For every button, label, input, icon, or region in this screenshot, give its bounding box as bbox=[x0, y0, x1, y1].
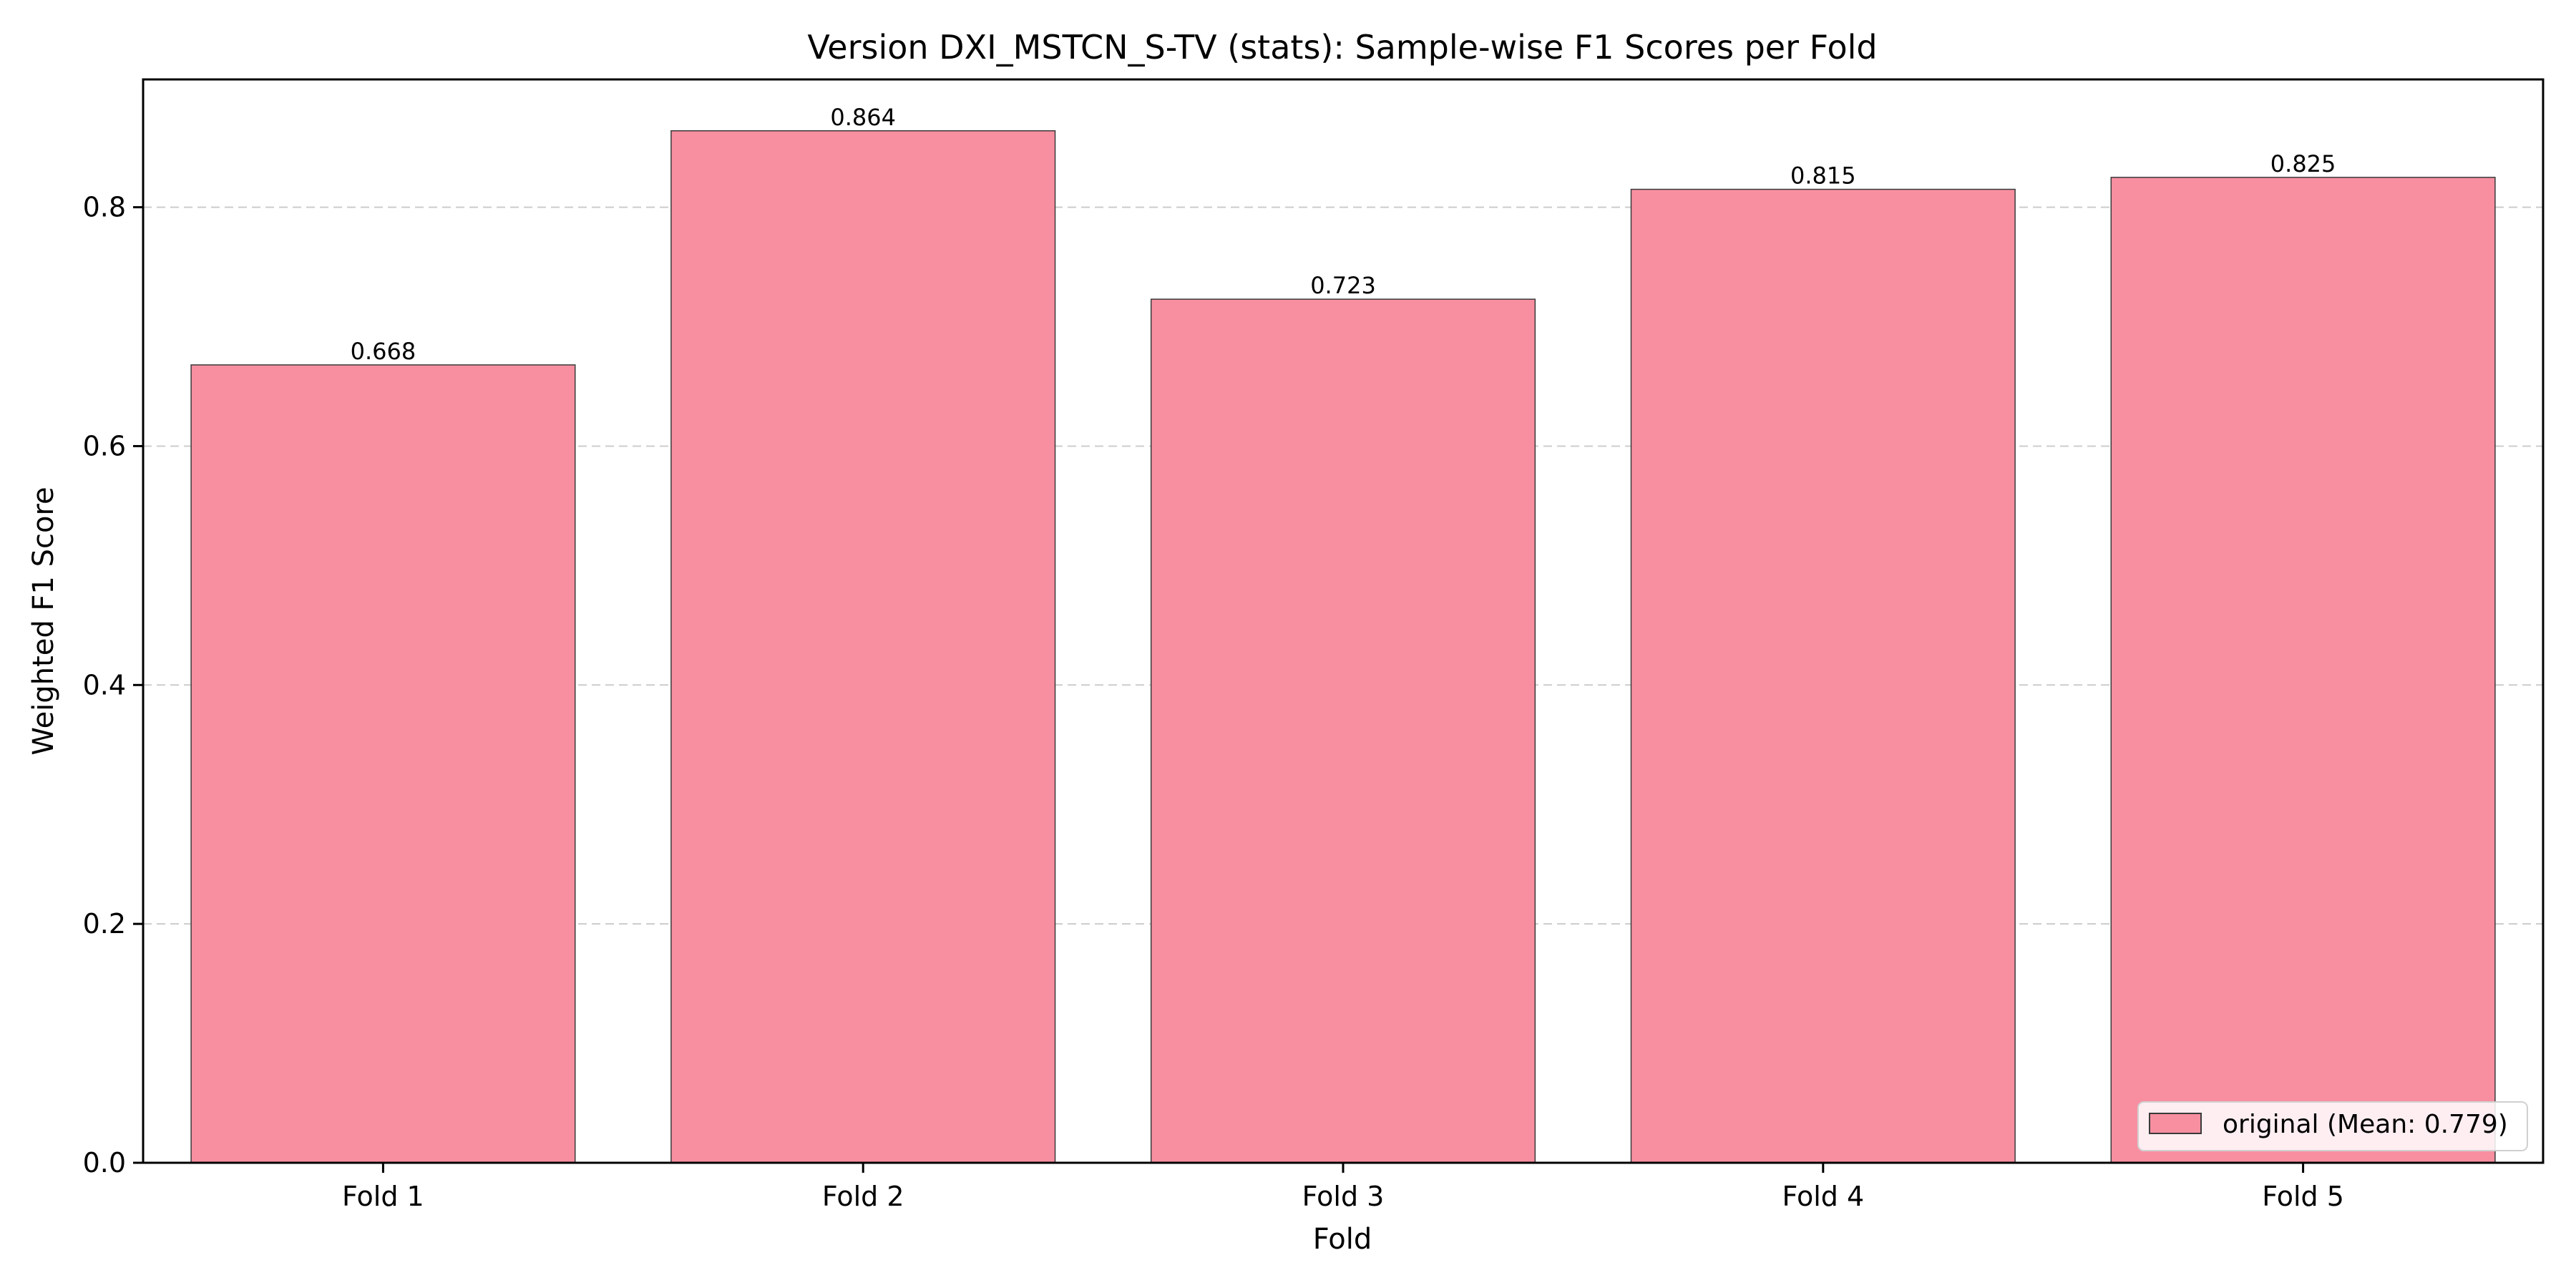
bar-fold-5 bbox=[2110, 177, 2496, 1163]
bar-fold-1 bbox=[190, 364, 576, 1163]
bar-fold-2 bbox=[670, 130, 1056, 1163]
x-tick-label: Fold 4 bbox=[1782, 1181, 1864, 1212]
bar-value-label: 0.668 bbox=[351, 338, 416, 365]
y-tick-label: 0.8 bbox=[83, 192, 126, 223]
bar-value-label: 0.864 bbox=[830, 104, 896, 131]
bars bbox=[190, 130, 2496, 1163]
y-axis-ticks: 0.0 0.2 0.4 0.6 0.8 bbox=[83, 192, 143, 1179]
bar-value-label: 0.723 bbox=[1310, 272, 1376, 299]
y-tick-label: 0.4 bbox=[83, 669, 126, 701]
x-axis-ticks: Fold 1 Fold 2 Fold 3 Fold 4 Fold 5 bbox=[342, 1163, 2344, 1212]
y-tick-label: 0.2 bbox=[83, 908, 126, 940]
x-tick-label: Fold 1 bbox=[342, 1181, 424, 1212]
legend-swatch bbox=[2149, 1113, 2202, 1134]
x-tick-label: Fold 2 bbox=[822, 1181, 904, 1212]
legend: original (Mean: 0.779) bbox=[2137, 1101, 2528, 1151]
bar-value-label: 0.815 bbox=[1790, 162, 1856, 190]
x-tick-label: Fold 5 bbox=[2262, 1181, 2344, 1212]
chart-title: Version DXI_MSTCN_S-TV (stats): Sample-w… bbox=[807, 28, 1877, 67]
x-axis-label: Fold bbox=[1313, 1223, 1372, 1256]
bar-value-label: 0.825 bbox=[2270, 150, 2336, 177]
bar-fold-3 bbox=[1150, 298, 1536, 1163]
y-tick-label: 0.0 bbox=[83, 1147, 126, 1179]
legend-entry-label: original (Mean: 0.779) bbox=[2223, 1110, 2508, 1139]
data-labels: 0.668 0.864 0.723 0.815 0.825 bbox=[351, 104, 2336, 365]
x-tick-label: Fold 3 bbox=[1302, 1181, 1385, 1212]
y-tick-label: 0.6 bbox=[83, 430, 126, 462]
y-axis-label: Weighted F1 Score bbox=[27, 487, 60, 755]
legend-box bbox=[2137, 1101, 2528, 1151]
bar-fold-4 bbox=[1630, 188, 2016, 1163]
